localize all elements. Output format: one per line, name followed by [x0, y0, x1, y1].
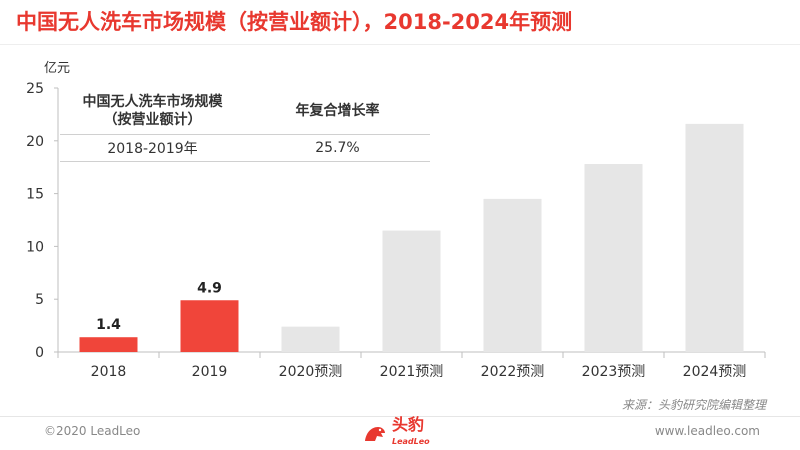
y-axis-label: 亿元 [44, 61, 71, 76]
x-tick-label: 2018 [91, 364, 127, 380]
cagr-table-col1-header: 中国无人洗车市场规模 （按营业额计） [60, 93, 245, 129]
x-tick-label: 2019 [192, 364, 228, 380]
bar-2020预测 [281, 326, 340, 352]
copyright-text: ©2020 LeadLeo [44, 424, 141, 438]
logo-main-text: 头豹 [392, 415, 425, 434]
cagr-table: 中国无人洗车市场规模 （按营业额计） 年复合增长率 2018-2019年 25.… [60, 88, 430, 162]
x-tick-label: 2023预测 [582, 364, 646, 380]
cagr-table-header-row: 中国无人洗车市场规模 （按营业额计） 年复合增长率 [60, 88, 430, 135]
col1-header-line2: （按营业额计） [103, 112, 202, 128]
page-title: 中国无人洗车市场规模（按营业额计），2018-2024年预测 [16, 10, 573, 34]
bar-2018 [79, 337, 138, 352]
y-tick-label: 15 [26, 187, 44, 203]
x-tick-label: 2024预测 [683, 364, 747, 380]
y-tick-label: 10 [26, 239, 44, 255]
source-note: 来源：头豹研究院编辑整理 [621, 398, 766, 412]
bar-2024预测 [685, 123, 744, 353]
title-divider [0, 44, 800, 45]
data-label: 4.9 [197, 280, 222, 296]
x-tick-label: 2021预测 [380, 364, 444, 380]
logo-text: 头豹 LeadLeo [392, 417, 430, 450]
data-label: 1.4 [96, 317, 121, 333]
y-tick-label: 25 [26, 81, 44, 97]
cagr-value: 25.7% [315, 140, 360, 156]
cagr-table-col2-header: 年复合增长率 [295, 103, 380, 119]
footer-divider [0, 416, 800, 417]
y-tick-label: 20 [26, 134, 44, 150]
y-tick-label: 0 [35, 345, 44, 361]
cagr-period: 2018-2019年 [107, 141, 198, 157]
bar-2021预测 [382, 230, 441, 352]
bar-2023预测 [584, 164, 643, 352]
x-tick-label: 2022预测 [481, 364, 545, 380]
leadleo-logo: 头豹 LeadLeo [362, 417, 430, 450]
y-tick-label: 5 [35, 292, 44, 308]
cagr-table-row: 2018-2019年 25.7% [60, 135, 430, 162]
website-link[interactable]: www.leadleo.com [654, 424, 760, 438]
bar-2019 [180, 300, 239, 352]
col1-header-line1: 中国无人洗车市场规模 [82, 94, 223, 110]
logo-sub-text: LeadLeo [392, 437, 430, 446]
leopard-icon [365, 426, 385, 441]
x-tick-label: 2020预测 [279, 364, 343, 380]
bar-2022预测 [483, 198, 542, 352]
